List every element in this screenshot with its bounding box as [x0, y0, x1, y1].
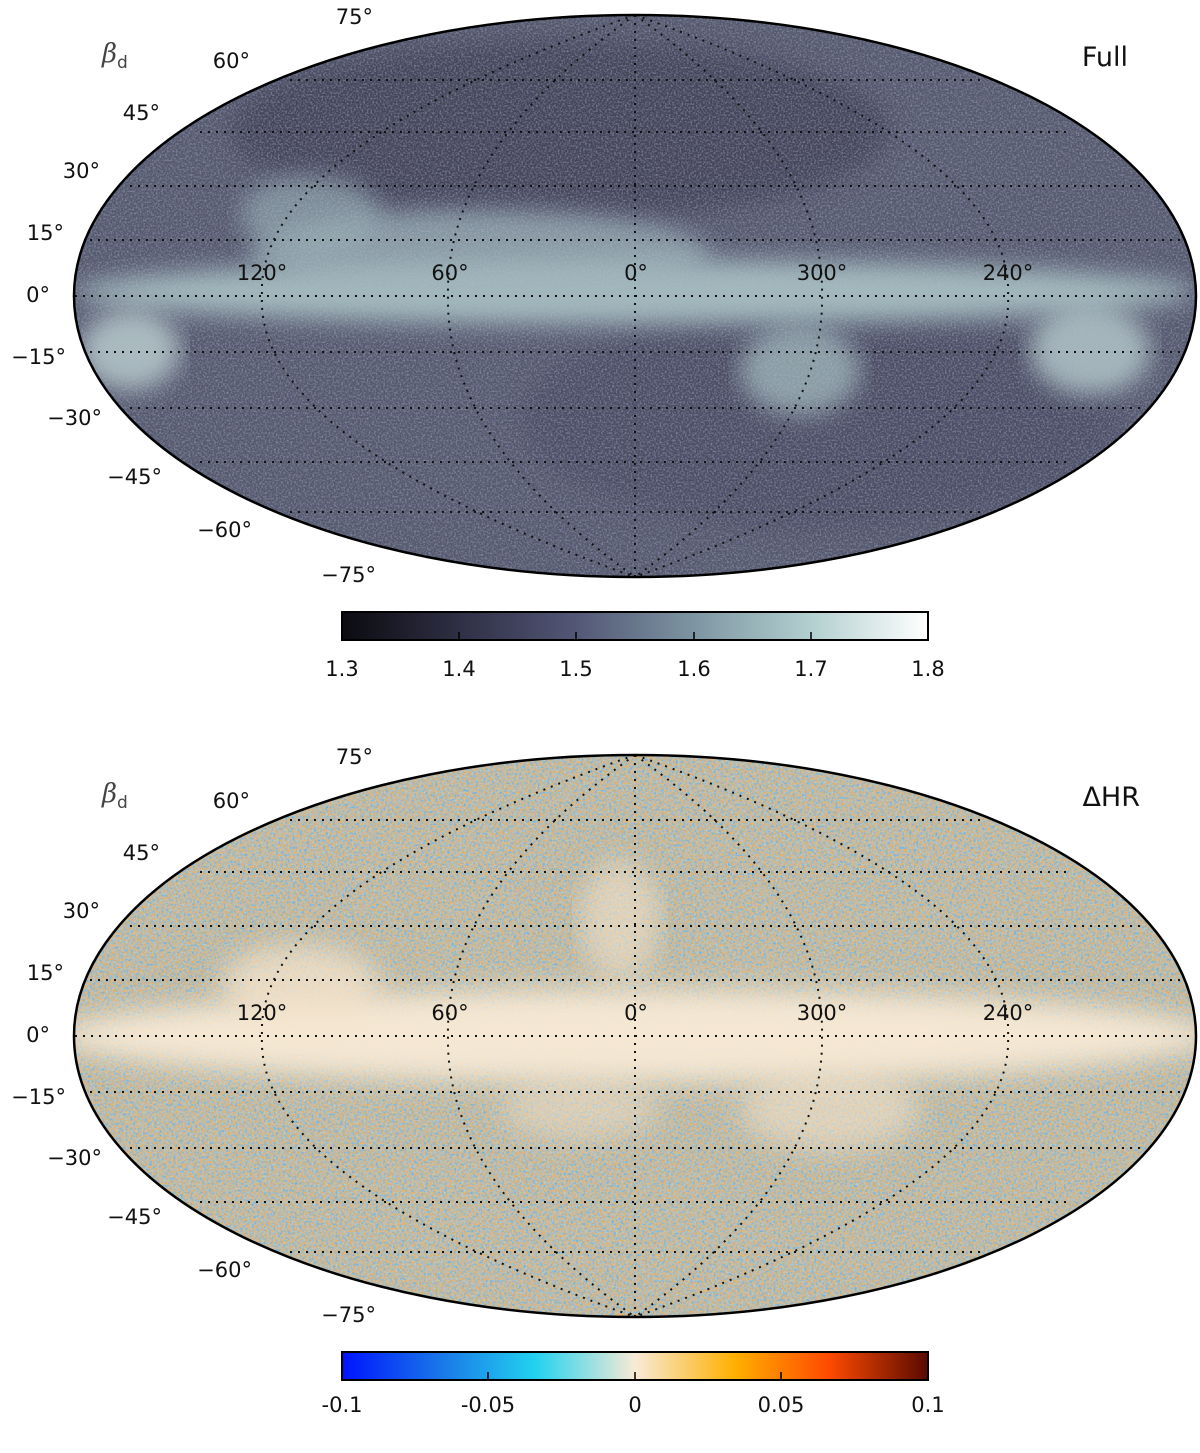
delta-hr-panel-tag: ΔHR — [1082, 782, 1140, 813]
lat-label: 60° — [213, 789, 250, 813]
lon-label: 60° — [431, 261, 468, 285]
colorbar-tick-label: 0 — [628, 1393, 641, 1417]
full-colorbar-ticks — [458, 632, 812, 640]
delta-hr-quantity-label: βd — [101, 779, 128, 813]
full-map-figure: βd Full 75° 60° 45° 30° 15° 0° −15° −30°… — [11, 5, 1198, 681]
full-quantity-label: βd — [101, 39, 128, 73]
full-map-ellipse — [74, 15, 1196, 577]
lon-label: 300° — [797, 1001, 848, 1025]
lat-label: 0° — [26, 283, 50, 307]
lat-label: −30° — [47, 406, 102, 430]
lon-label: 60° — [431, 1001, 468, 1025]
lat-label: 45° — [123, 841, 160, 865]
lat-label: −15° — [11, 345, 66, 369]
delta-hr-map-outline — [72, 753, 1198, 1319]
lat-label: −30° — [47, 1146, 102, 1170]
lon-label: 0° — [624, 261, 648, 285]
lat-label: −75° — [321, 1303, 376, 1327]
colorbar-tick-label: -0.1 — [322, 1393, 363, 1417]
colorbar-tick-label: -0.05 — [461, 1393, 515, 1417]
colorbar-tick-label: 1.3 — [325, 657, 358, 681]
colorbar-tick-label: 1.5 — [559, 657, 592, 681]
lon-label: 120° — [237, 261, 288, 285]
lat-label: 15° — [27, 221, 64, 245]
colorbar-tick-label: 1.8 — [911, 657, 944, 681]
full-colorbar: 1.3 1.4 1.5 1.6 1.7 1.8 — [325, 611, 945, 681]
lat-label: 60° — [213, 49, 250, 73]
lat-label: 30° — [63, 159, 100, 183]
delta-hr-colorbar: -0.1 -0.05 0 0.05 0.1 — [322, 1351, 945, 1417]
colorbar-tick-label: 0.05 — [758, 1393, 805, 1417]
colorbar-tick-label: 1.6 — [677, 657, 710, 681]
lon-label: 120° — [237, 1001, 288, 1025]
lat-label: 45° — [123, 101, 160, 125]
delta-hr-colorbar-ticks — [487, 1372, 782, 1380]
full-colorbar-gradient — [341, 611, 929, 641]
lat-label: −60° — [197, 1258, 252, 1282]
full-graticule — [75, 15, 1195, 577]
full-lon-labels: 120° 60° 0° 300° 240° — [237, 261, 1034, 285]
lat-label: −60° — [197, 518, 252, 542]
lat-label: 75° — [336, 745, 373, 769]
colorbar-tick-label: 1.7 — [794, 657, 827, 681]
delta-hr-map-figure: βd ΔHR 75° 60° 45° 30° 15° 0° −15° −30° … — [11, 745, 1198, 1417]
full-map-panel: βd Full 75° 60° 45° 30° 15° 0° −15° −30°… — [0, 0, 1200, 713]
full-lat-labels: 75° 60° 45° 30° 15° 0° −15° −30° −45° −6… — [11, 5, 376, 587]
colorbar-tick-label: 0.1 — [911, 1393, 944, 1417]
lat-label: −75° — [321, 563, 376, 587]
full-panel-tag: Full — [1082, 42, 1128, 73]
lat-label: 75° — [336, 5, 373, 29]
delta-hr-lat-labels: 75° 60° 45° 30° 15° 0° −15° −30° −45° −6… — [11, 745, 376, 1327]
lon-label: 0° — [624, 1001, 648, 1025]
lat-label: 15° — [27, 961, 64, 985]
delta-hr-lon-labels: 120° 60° 0° 300° 240° — [237, 1001, 1034, 1025]
delta-hr-map-ellipse — [74, 755, 1196, 1317]
lon-label: 240° — [983, 1001, 1034, 1025]
lon-label: 240° — [983, 261, 1034, 285]
lat-label: 0° — [26, 1023, 50, 1047]
full-map-outline — [72, 13, 1198, 579]
delta-hr-graticule — [75, 755, 1195, 1317]
lat-label: −45° — [107, 465, 162, 489]
lat-label: −15° — [11, 1085, 66, 1109]
lat-label: 30° — [63, 899, 100, 923]
delta-hr-map-panel: βd ΔHR 75° 60° 45° 30° 15° 0° −15° −30° … — [0, 740, 1200, 1453]
lon-label: 300° — [797, 261, 848, 285]
colorbar-tick-label: 1.4 — [442, 657, 475, 681]
lat-label: −45° — [107, 1205, 162, 1229]
